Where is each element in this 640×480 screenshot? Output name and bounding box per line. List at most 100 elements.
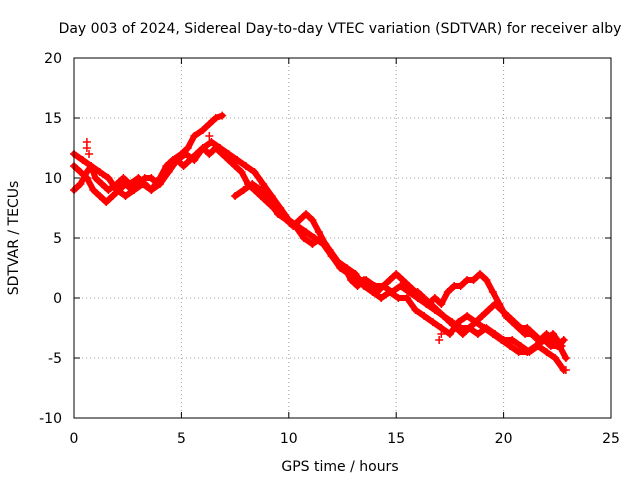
data-point	[549, 336, 558, 344]
data-point	[239, 186, 248, 194]
data-point	[130, 186, 139, 194]
data-point	[473, 330, 482, 338]
data-point	[95, 168, 104, 176]
data-point	[385, 276, 394, 284]
data-point	[559, 336, 568, 344]
data-point	[503, 312, 512, 320]
data-point	[411, 306, 420, 314]
data-point	[78, 156, 87, 164]
data-point	[475, 270, 484, 278]
y-tick-labels: -10 -5 0 5 10 15 20	[39, 51, 62, 427]
data-points	[70, 111, 570, 374]
data-point	[241, 162, 250, 170]
data-point	[179, 162, 188, 170]
data-point	[91, 174, 100, 182]
outlier-point	[205, 132, 214, 140]
data-point	[207, 138, 216, 146]
x-tick-label: 20	[495, 431, 513, 447]
series-track-3	[70, 138, 568, 374]
data-point	[237, 168, 246, 176]
data-point	[362, 276, 371, 284]
data-point	[190, 156, 199, 164]
data-point	[173, 156, 182, 164]
data-point	[523, 324, 532, 332]
data-point	[506, 342, 515, 350]
data-point	[443, 288, 452, 296]
data-point	[445, 318, 454, 326]
data-point	[317, 234, 326, 242]
outlier-point	[82, 144, 91, 152]
data-point	[491, 300, 500, 308]
data-point	[325, 246, 334, 254]
y-tick-label: 0	[53, 291, 62, 307]
data-point	[104, 186, 113, 194]
data-point	[445, 330, 454, 338]
data-point	[377, 294, 386, 302]
data-point	[542, 330, 551, 338]
y-tick-label: 15	[44, 111, 62, 127]
x-tick-label: 5	[177, 431, 186, 447]
data-point	[224, 150, 233, 158]
data-point	[396, 282, 405, 290]
outlier-points	[82, 132, 570, 374]
data-point	[259, 180, 268, 188]
outlier-point	[561, 366, 570, 374]
data-point	[555, 342, 564, 350]
data-point	[482, 276, 491, 284]
data-point	[334, 258, 343, 266]
data-point	[359, 282, 368, 290]
data-point	[478, 312, 487, 320]
data-point	[488, 288, 497, 296]
data-point	[516, 342, 525, 350]
data-point	[531, 342, 540, 350]
data-point	[87, 162, 96, 170]
data-point	[510, 318, 519, 326]
data-point	[456, 282, 465, 290]
data-point	[291, 222, 300, 230]
data-point	[274, 210, 283, 218]
data-point	[76, 180, 85, 188]
data-point	[508, 336, 517, 344]
data-point	[231, 162, 240, 170]
data-point	[250, 168, 259, 176]
y-tick-label: 20	[44, 51, 62, 67]
data-point	[248, 180, 257, 188]
series-track-2	[70, 144, 568, 350]
data-point	[497, 306, 506, 314]
data-point	[181, 150, 190, 158]
data-point	[497, 336, 506, 344]
data-point	[256, 186, 265, 194]
y-tick-label: -5	[48, 351, 62, 367]
y-axis-label: SDTVAR / TECUs	[6, 181, 22, 296]
data-point	[394, 294, 403, 302]
data-point	[351, 270, 360, 278]
data-point	[420, 312, 429, 320]
data-point	[392, 270, 401, 278]
data-point	[561, 354, 570, 362]
data-point	[147, 174, 156, 182]
outlier-point	[85, 150, 94, 158]
data-point	[308, 240, 317, 248]
data-point	[164, 168, 173, 176]
x-tick-label: 0	[70, 431, 79, 447]
data-point	[469, 276, 478, 284]
data-point	[198, 144, 207, 152]
data-point	[523, 348, 532, 356]
data-point	[480, 324, 489, 332]
data-point	[536, 336, 545, 344]
data-point	[458, 330, 467, 338]
data-point	[190, 132, 199, 140]
data-point	[112, 186, 121, 194]
data-point	[437, 300, 446, 308]
data-point	[402, 294, 411, 302]
data-point	[398, 276, 407, 284]
data-point	[433, 306, 442, 314]
grid-lines	[74, 58, 611, 418]
y-tick-label: 5	[53, 231, 62, 247]
data-point	[368, 288, 377, 296]
data-point	[211, 114, 220, 122]
data-point	[314, 228, 323, 236]
data-point	[426, 300, 435, 308]
data-point	[452, 324, 461, 332]
